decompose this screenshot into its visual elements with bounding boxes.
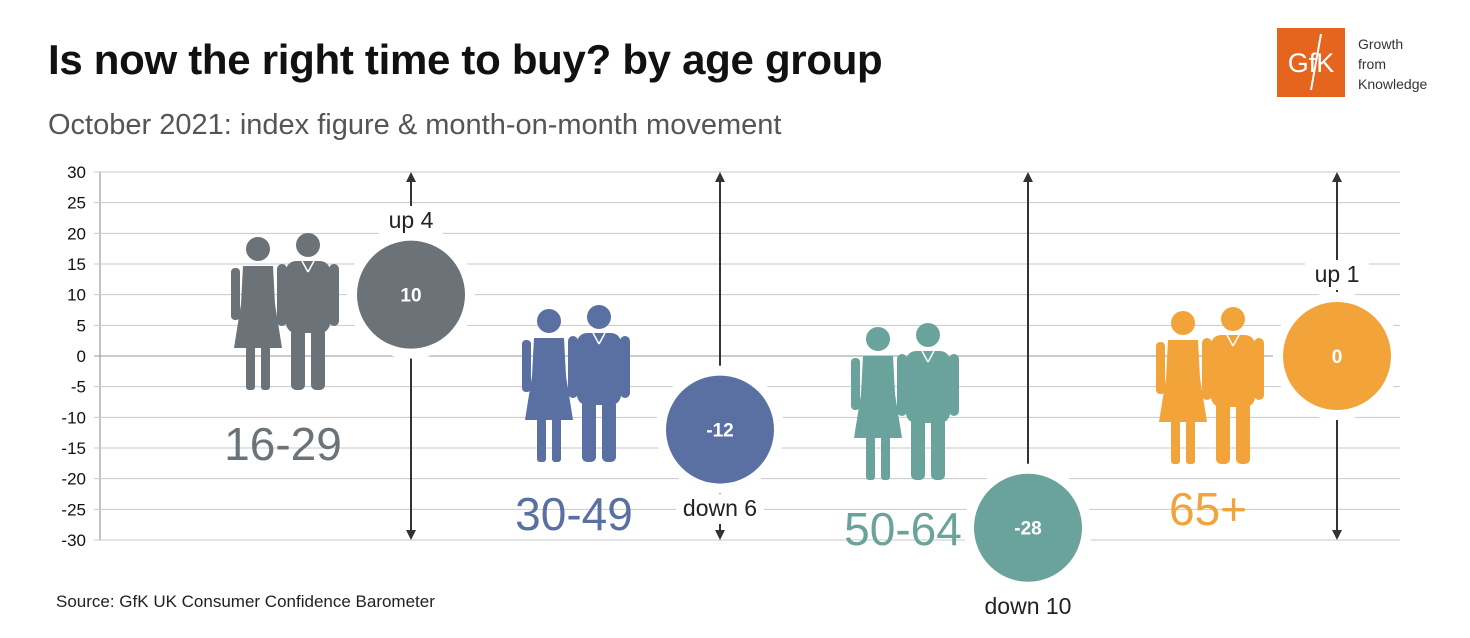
movement-label-bg — [978, 592, 1078, 622]
age-group-30-49: 30-49 -12 down 6 — [515, 172, 784, 540]
y-tick-label: -5 — [71, 378, 86, 397]
arrow-head-down — [715, 530, 725, 540]
y-tick-label: -30 — [61, 531, 86, 550]
chart-title: Is now the right time to buy? by age gro… — [48, 36, 883, 83]
y-tick-label: 15 — [67, 255, 86, 274]
plot-area: 16-29 10 up 4 30-49 -12 down 6 50-64 -28 down 10… — [224, 172, 1401, 622]
source-note: Source: GfK UK Consumer Confidence Barom… — [56, 592, 435, 611]
value-label: -12 — [706, 421, 733, 442]
age-group-label: 16-29 — [224, 418, 342, 470]
gfk-logo-text: GfK — [1288, 48, 1335, 78]
couple-young-icon — [231, 233, 339, 390]
y-tick-label: 20 — [67, 224, 86, 243]
age-group-label: 65+ — [1169, 483, 1247, 535]
value-bubble — [974, 473, 1082, 582]
y-tick-label: -25 — [61, 500, 86, 519]
movement-label: up 1 — [1315, 261, 1360, 287]
movement-label: up 4 — [389, 207, 434, 233]
movement-label: down 6 — [683, 495, 757, 521]
y-tick-label: 10 — [67, 286, 86, 305]
age-group-16-29: 16-29 10 up 4 — [224, 172, 475, 540]
movement-label: down 10 — [985, 593, 1072, 619]
value-bubble — [1283, 302, 1391, 410]
value-label: 10 — [400, 286, 421, 307]
logo-tagline: Growth from Knowledge — [1358, 34, 1427, 94]
movement-label-bg — [1305, 260, 1369, 290]
logo-tagline-line: Growth — [1358, 36, 1404, 52]
y-tick-label: -15 — [61, 439, 86, 458]
y-tick-label: -20 — [61, 470, 86, 489]
value-bubble — [357, 240, 465, 349]
y-tick-label: 30 — [67, 163, 86, 182]
y-tick-label: 5 — [77, 316, 86, 335]
age-group-label: 50-64 — [844, 503, 962, 555]
chart-subtitle: October 2021: index figure & month-on-mo… — [48, 109, 782, 141]
gfk-logo: GfK — [1277, 28, 1345, 97]
arrow-head-down — [1332, 530, 1342, 540]
age-group-50-64: 50-64 -28 down 10 — [844, 172, 1092, 622]
logo-tagline-line: Knowledge — [1358, 76, 1428, 92]
arrow-head-up — [406, 172, 416, 182]
age-group-65plus: 65+ 0 up 1 — [1156, 172, 1401, 540]
couple-senior-icon — [1156, 307, 1264, 464]
y-tick-label: 25 — [67, 194, 86, 213]
value-bubble — [666, 375, 774, 484]
movement-label-bg — [379, 206, 443, 236]
arrow-head-up — [715, 172, 725, 182]
age-group-label: 30-49 — [515, 488, 633, 540]
arrow-head-up — [1332, 172, 1342, 182]
logo-tagline-line: from — [1358, 56, 1386, 72]
arrow-head-down — [406, 530, 416, 540]
value-label: -28 — [1014, 519, 1041, 540]
y-tick-label: 0 — [77, 347, 86, 366]
movement-label-bg — [676, 494, 764, 524]
value-label: 0 — [1332, 347, 1343, 368]
y-axis-ticks: 30 25 20 15 10 5 0 -5 -10 -15 -20 -25 -30 — [61, 163, 86, 550]
couple-business-icon — [522, 305, 630, 462]
couple-formal-icon — [851, 323, 959, 480]
arrow-head-up — [1023, 172, 1033, 182]
y-tick-label: -10 — [61, 408, 86, 427]
